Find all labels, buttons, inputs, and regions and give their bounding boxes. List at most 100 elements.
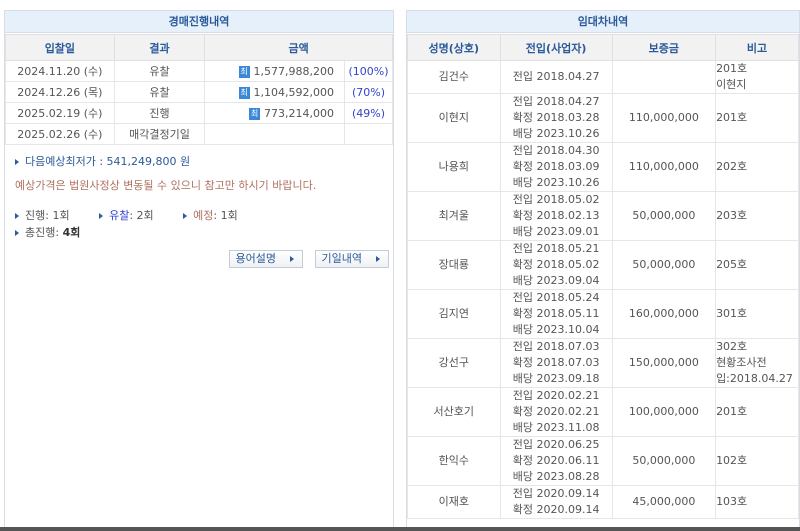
- stat-progress: 진행: 1회: [15, 209, 70, 222]
- tenant-date-line: 확정 2020.02.21: [512, 405, 600, 418]
- tenant-date-line: 확정 2020.09.14: [512, 503, 600, 516]
- tenant-dates: 전입 2018.04.30 확정 2018.03.09 배당 2023.10.26: [499, 142, 613, 192]
- tenant-date-line: 배당 2023.10.04: [512, 323, 600, 336]
- tenant-row: 이재호 전입 2020.09.14 확정 2020.09.14 45,000,000 1…: [407, 485, 799, 519]
- tenant-name: 이현지: [407, 93, 501, 143]
- arrow-right-icon: [290, 256, 295, 262]
- tenant-note: 201호: [715, 387, 799, 437]
- tenant-note-line: 301호: [716, 307, 748, 320]
- tenant-date-line: 전입 2018.04.27: [512, 70, 600, 83]
- bid-amount: 최 1,577,988,200: [204, 60, 346, 82]
- tenant-date-line: 배당 2023.11.08: [512, 421, 600, 434]
- tenant-date-line: 전입 2018.05.02: [512, 193, 600, 206]
- bid-result: 유찰: [113, 81, 206, 103]
- col-name: 성명(상호): [407, 34, 501, 61]
- tenant-date-line: 전입 2018.05.21: [512, 242, 600, 255]
- tenant-row: 김건수 전입 2018.04.27 201호 이현지: [407, 60, 799, 94]
- tenant-note-line: 201호: [716, 62, 748, 75]
- tenant-date-line: 확정 2018.07.03: [512, 356, 600, 369]
- auction-row: 2024.12.26 (목) 유찰 최 1,104,592,000 (70%): [5, 81, 393, 103]
- bid-amount: [204, 123, 346, 145]
- col-date: 입찰일: [5, 34, 115, 61]
- tenant-name: 이재호: [407, 485, 501, 519]
- tenant-note-line: 현황조사전: [716, 356, 767, 369]
- tenant-note-line: 203호: [716, 209, 748, 222]
- bid-result: 매각결정기일: [113, 123, 206, 145]
- tenant-row: 서산호기 전입 2020.02.21 확정 2020.02.21 배당 2023.11…: [407, 387, 799, 437]
- tenant-dates: 전입 2018.04.27 확정 2018.03.28 배당 2023.10.26: [499, 93, 613, 143]
- col-movein: 전입(사업자): [499, 34, 613, 61]
- tenant-dates: 전입 2020.06.25 확정 2020.06.11 배당 2023.08.28: [499, 436, 613, 486]
- bid-result: 진행: [113, 102, 206, 124]
- tenant-note-line: 입:2018.04.27: [716, 372, 793, 385]
- tenant-row: 나용희 전입 2018.04.30 확정 2018.03.09 배당 2023.10.…: [407, 142, 799, 192]
- tenant-name: 장대룡: [407, 240, 501, 290]
- tenant-name: 김건수: [407, 60, 501, 94]
- tenant-note-line: 205호: [716, 258, 748, 271]
- tenant-date-line: 배당 2023.09.01: [512, 225, 600, 238]
- tenant-note-line: 201호: [716, 405, 748, 418]
- bid-percent: (49%): [344, 102, 393, 124]
- bullet-icon: [15, 213, 19, 219]
- min-price-badge-icon: 최: [238, 65, 250, 78]
- tenant-deposit: [611, 60, 717, 94]
- bullet-icon: [15, 159, 19, 165]
- tenant-date-line: 전입 2020.02.21: [512, 389, 600, 402]
- auction-row: 2025.02.26 (수) 매각결정기일: [5, 123, 393, 145]
- bullet-icon: [183, 213, 188, 219]
- tenant-date-line: 확정 2018.05.11: [512, 307, 600, 320]
- auction-row: 2024.11.20 (수) 유찰 최 1,577,988,200 (100%): [5, 60, 393, 82]
- tenant-note: 202호: [715, 142, 799, 192]
- tenant-date-line: 전입 2018.04.30: [512, 144, 600, 157]
- tenant-row: 이현지 전입 2018.04.27 확정 2018.03.28 배당 2023.10.…: [407, 93, 799, 143]
- glossary-button[interactable]: 용어설명: [228, 250, 304, 268]
- tenant-row: 최겨울 전입 2018.05.02 확정 2018.02.13 배당 2023.09.…: [407, 191, 799, 241]
- tenant-note-line: 302호: [716, 340, 748, 353]
- tenant-table: 성명(상호) 전입(사업자) 보증금 비고 김건수 전입 2018.04.27 20…: [407, 34, 799, 519]
- tenant-deposit: 160,000,000: [611, 289, 717, 339]
- tenant-name: 최겨울: [407, 191, 501, 241]
- bid-percent: (70%): [344, 81, 393, 103]
- tenant-date-line: 전입 2018.05.24: [512, 291, 600, 304]
- stat-fail: 유찰: 2회: [99, 209, 154, 222]
- tenant-deposit: 100,000,000: [611, 387, 717, 437]
- tenant-row: 장대룡 전입 2018.05.21 확정 2018.05.02 배당 2023.09.…: [407, 240, 799, 290]
- tenant-dates: 전입 2018.07.03 확정 2018.07.03 배당 2023.09.18: [499, 338, 613, 388]
- min-price-badge-icon: 최: [249, 107, 261, 120]
- tenant-deposit: 45,000,000: [611, 485, 717, 519]
- tenant-name: 한익수: [407, 436, 501, 486]
- tenant-deposit: 50,000,000: [611, 240, 717, 290]
- tenant-note-line: 202호: [716, 160, 748, 173]
- col-result: 결과: [113, 34, 206, 61]
- bottom-bar: [0, 527, 800, 531]
- tenant-date-line: 확정 2018.05.02: [512, 258, 600, 271]
- tenant-date-line: 배당 2023.10.26: [512, 176, 600, 189]
- tenant-note: 205호: [715, 240, 799, 290]
- tenant-dates: 전입 2018.05.02 확정 2018.02.13 배당 2023.09.01: [499, 191, 613, 241]
- auction-history-title: 경매진행내역: [5, 11, 393, 33]
- tenant-row: 강선구 전입 2018.07.03 확정 2018.07.03 배당 2023.09.…: [407, 338, 799, 388]
- auction-row: 2025.02.19 (수) 진행 최 773,214,000 (49%): [5, 102, 393, 124]
- schedule-button[interactable]: 기일내역: [314, 250, 389, 268]
- tenant-date-line: 확정 2018.03.09: [512, 160, 600, 173]
- stat-total: 총진행: 4회: [15, 224, 383, 241]
- tenant-date-line: 확정 2018.02.13: [512, 209, 600, 222]
- bid-date: 2024.12.26 (목): [5, 81, 115, 103]
- tenant-date-line: 배당 2023.09.18: [512, 372, 600, 385]
- tenant-name: 강선구: [407, 338, 501, 388]
- tenant-date-line: 배당 2023.08.28: [512, 470, 600, 483]
- tenant-date-line: 확정 2020.06.11: [512, 454, 600, 467]
- bullet-icon: [99, 213, 104, 219]
- tenant-row: 한익수 전입 2020.06.25 확정 2020.06.11 배당 2023.08.…: [407, 436, 799, 486]
- arrow-right-icon: [376, 256, 380, 262]
- tenant-dates: 전입 2018.05.24 확정 2018.05.11 배당 2023.10.04: [499, 289, 613, 339]
- tenant-note-line: 102호: [716, 454, 748, 467]
- tenant-dates: 전입 2020.09.14 확정 2020.09.14: [499, 485, 613, 519]
- tenant-name: 나용희: [407, 142, 501, 192]
- tenant-note: 102호: [715, 436, 799, 486]
- tenant-name: 서산호기: [407, 387, 501, 437]
- bullet-icon: [15, 230, 19, 236]
- bid-date: 2025.02.19 (수): [5, 102, 115, 124]
- tenant-note: 201호: [715, 93, 799, 143]
- tenant-dates: 전입 2018.04.27: [499, 60, 613, 94]
